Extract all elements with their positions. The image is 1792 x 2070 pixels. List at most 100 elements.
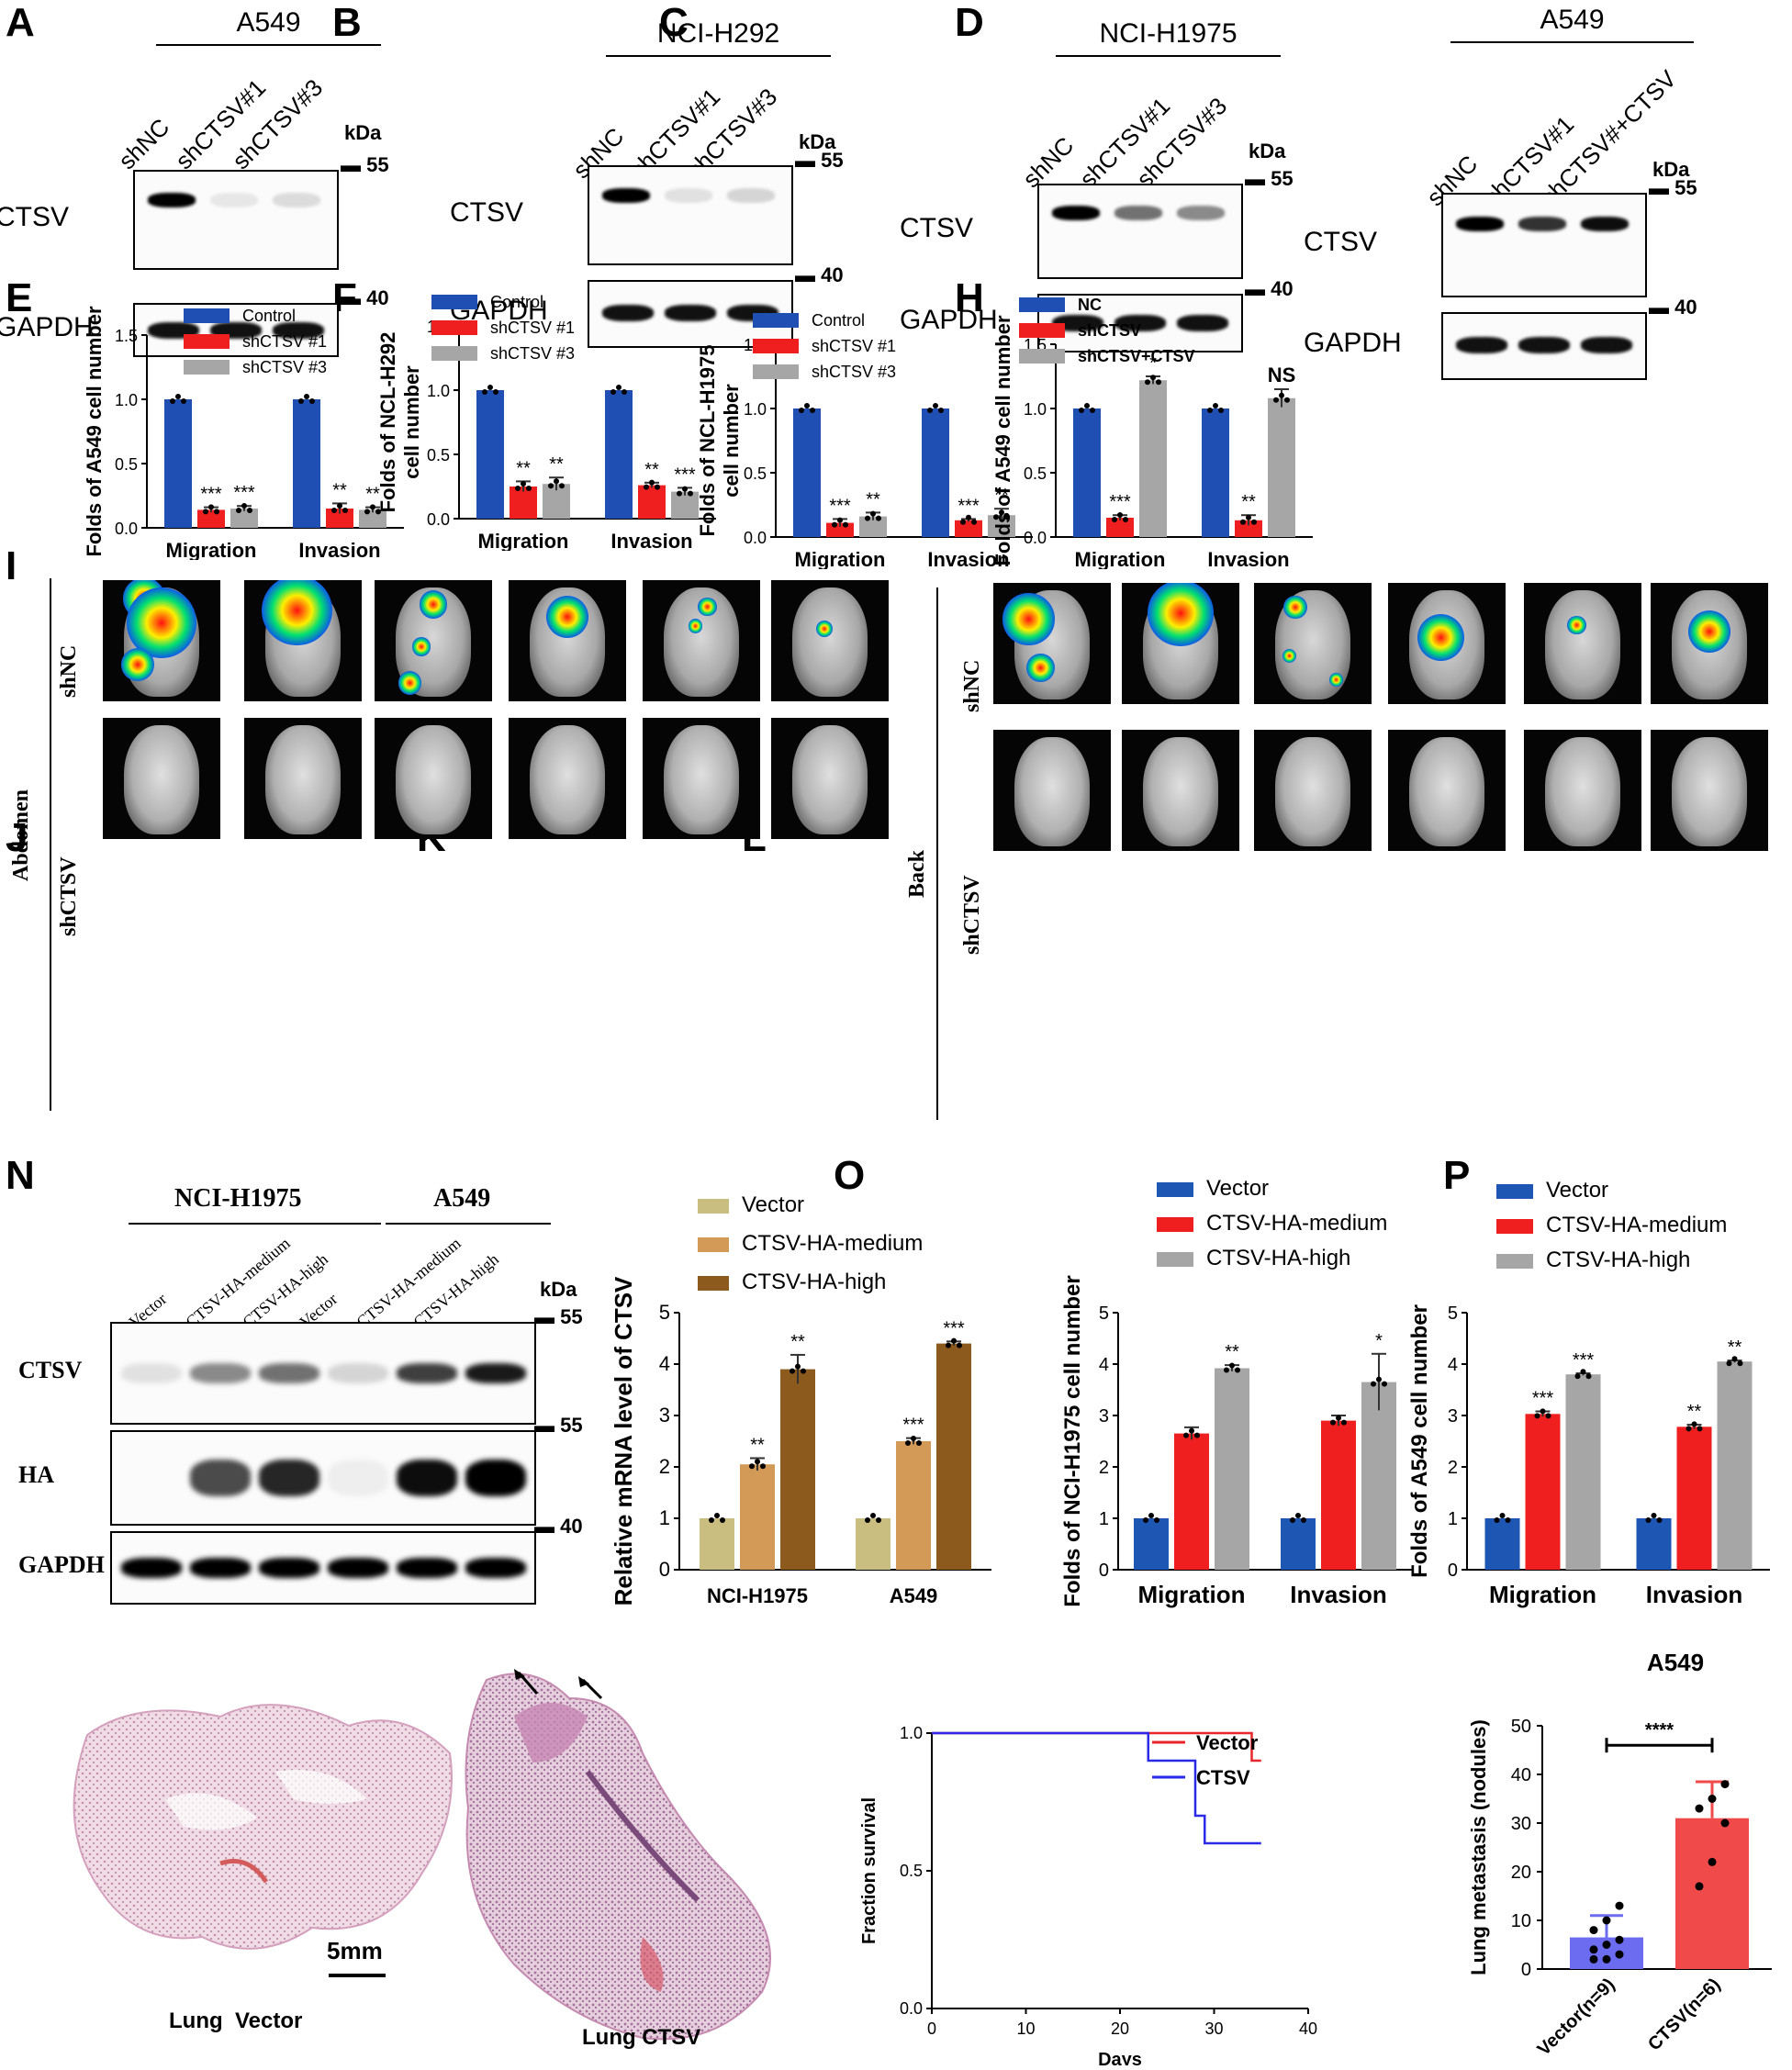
bar: [1525, 1414, 1561, 1570]
data-point: [832, 521, 837, 528]
data-point: [1505, 1517, 1511, 1523]
legend-swatch: [753, 339, 799, 353]
category-label: Migration: [1075, 548, 1166, 569]
data-point: [610, 389, 616, 395]
data-point: [1708, 1795, 1717, 1803]
blot-band: [665, 188, 712, 203]
blot-band: [465, 1460, 526, 1496]
panel-label-i: I: [6, 543, 17, 588]
legend-swatch: [1157, 1182, 1193, 1197]
mouse-image-shnc: [509, 580, 626, 701]
panel-label-b: B: [332, 0, 362, 45]
category-label: Invasion: [1646, 1581, 1742, 1608]
data-point: [927, 408, 933, 413]
panel-label-j: J: [6, 815, 28, 860]
view-label-abdomen: Abdomen: [9, 789, 33, 881]
data-point: [1290, 1517, 1295, 1523]
data-point: [720, 1517, 725, 1523]
data-point: [1154, 1517, 1159, 1523]
data-point: [709, 1517, 714, 1523]
data-point: [804, 403, 810, 408]
blot-band: [328, 1363, 388, 1383]
y-tick-label: 5: [1448, 1304, 1458, 1324]
data-point: [1737, 1360, 1743, 1367]
luminescence-signal: [1282, 648, 1297, 663]
data-point: [801, 1368, 806, 1374]
significance-label: ***: [1573, 1350, 1595, 1371]
data-point: [1273, 397, 1279, 403]
y-tick-label: 5: [1099, 1304, 1109, 1324]
data-point: [1004, 514, 1010, 520]
bar: [780, 1369, 815, 1570]
bar: [859, 516, 887, 537]
blot-marker-55: ▬ 55: [341, 153, 389, 176]
data-point: [655, 484, 660, 490]
panel-label-h: H: [955, 275, 984, 320]
y-axis-label: Folds of A549 cell number: [1407, 1304, 1432, 1578]
data-point: [971, 519, 977, 525]
significance-label: **: [644, 460, 659, 480]
y-tick-label: 3: [1099, 1406, 1109, 1427]
data-point: [170, 398, 175, 404]
data-point: [515, 486, 521, 491]
y-tick-label: 20: [1511, 1863, 1531, 1883]
blot-j-box: [110, 1430, 536, 1526]
luminescence-signal: [1687, 610, 1731, 653]
data-point: [1580, 1369, 1586, 1375]
legend-label: Vector: [1196, 1731, 1259, 1754]
legend-swatch: [1496, 1254, 1533, 1269]
mouse-image-shctsv: [771, 718, 889, 839]
blot-band: [1518, 217, 1566, 231]
legend-swatch: [431, 320, 477, 335]
data-point: [1534, 1413, 1540, 1419]
data-point: [1720, 1818, 1730, 1828]
y-tick-label: 1.0: [115, 391, 138, 409]
y-tick-label: 1.0: [744, 400, 767, 419]
data-point: [1382, 1381, 1387, 1387]
bar: [1717, 1361, 1753, 1570]
legend-swatch: [1157, 1217, 1193, 1232]
data-point: [799, 408, 804, 413]
legend-swatch: [698, 1237, 729, 1252]
category-label: CTSV(n=6): [1644, 1975, 1724, 2054]
blot-band: [602, 305, 654, 321]
bar: [230, 509, 258, 528]
y-tick-label: 1.0: [427, 382, 450, 400]
data-point: [554, 478, 559, 485]
row-label-shctsv-right: shCTSV: [960, 875, 984, 955]
bar: [164, 399, 192, 528]
data-point: [493, 389, 498, 395]
data-point: [876, 515, 881, 521]
luminescence-signal: [121, 648, 155, 682]
y-tick-label: 0: [1099, 1561, 1109, 1581]
y-axis-label: Folds of A549 cell number: [83, 306, 106, 556]
blot-marker-55: ▬ 55: [1245, 167, 1294, 190]
y-tick-label: 5: [659, 1301, 670, 1324]
y-tick-label: 1.0: [1024, 400, 1047, 419]
significance-label: *: [1375, 1331, 1383, 1351]
x-tick-label: 20: [1111, 2020, 1129, 2038]
data-point: [1708, 1857, 1717, 1866]
category-label: Migration: [166, 539, 257, 560]
data-point: [482, 389, 487, 395]
blot-band: [397, 1460, 457, 1496]
mouse-image-shnc: [771, 580, 889, 701]
blot-lane-label: shNC: [113, 113, 175, 175]
blot-band: [190, 1460, 251, 1496]
y-tick-label: 4: [1099, 1355, 1109, 1375]
blot-row-label: GAPDH: [0, 311, 94, 342]
legend-label: shCTSV #3: [490, 344, 575, 363]
significance-label: **: [994, 486, 1009, 506]
data-point: [1376, 1376, 1382, 1382]
data-point: [1341, 1419, 1347, 1426]
y-tick-label: 0.5: [900, 1862, 923, 1880]
legend-label: Vector: [742, 1192, 804, 1217]
luminescence-signal: [262, 580, 332, 646]
mouse-image-shctsv: [1254, 730, 1372, 851]
y-axis-label: Folds of NCL-H292: [376, 332, 399, 513]
mouse-image-shnc: [1524, 583, 1641, 704]
blot-ctsv-box: [588, 165, 793, 265]
blot-cell-line-c: NCI-H1975: [1099, 18, 1238, 49]
data-point: [1148, 1513, 1154, 1518]
blot-row-label: CTSV: [0, 201, 70, 232]
